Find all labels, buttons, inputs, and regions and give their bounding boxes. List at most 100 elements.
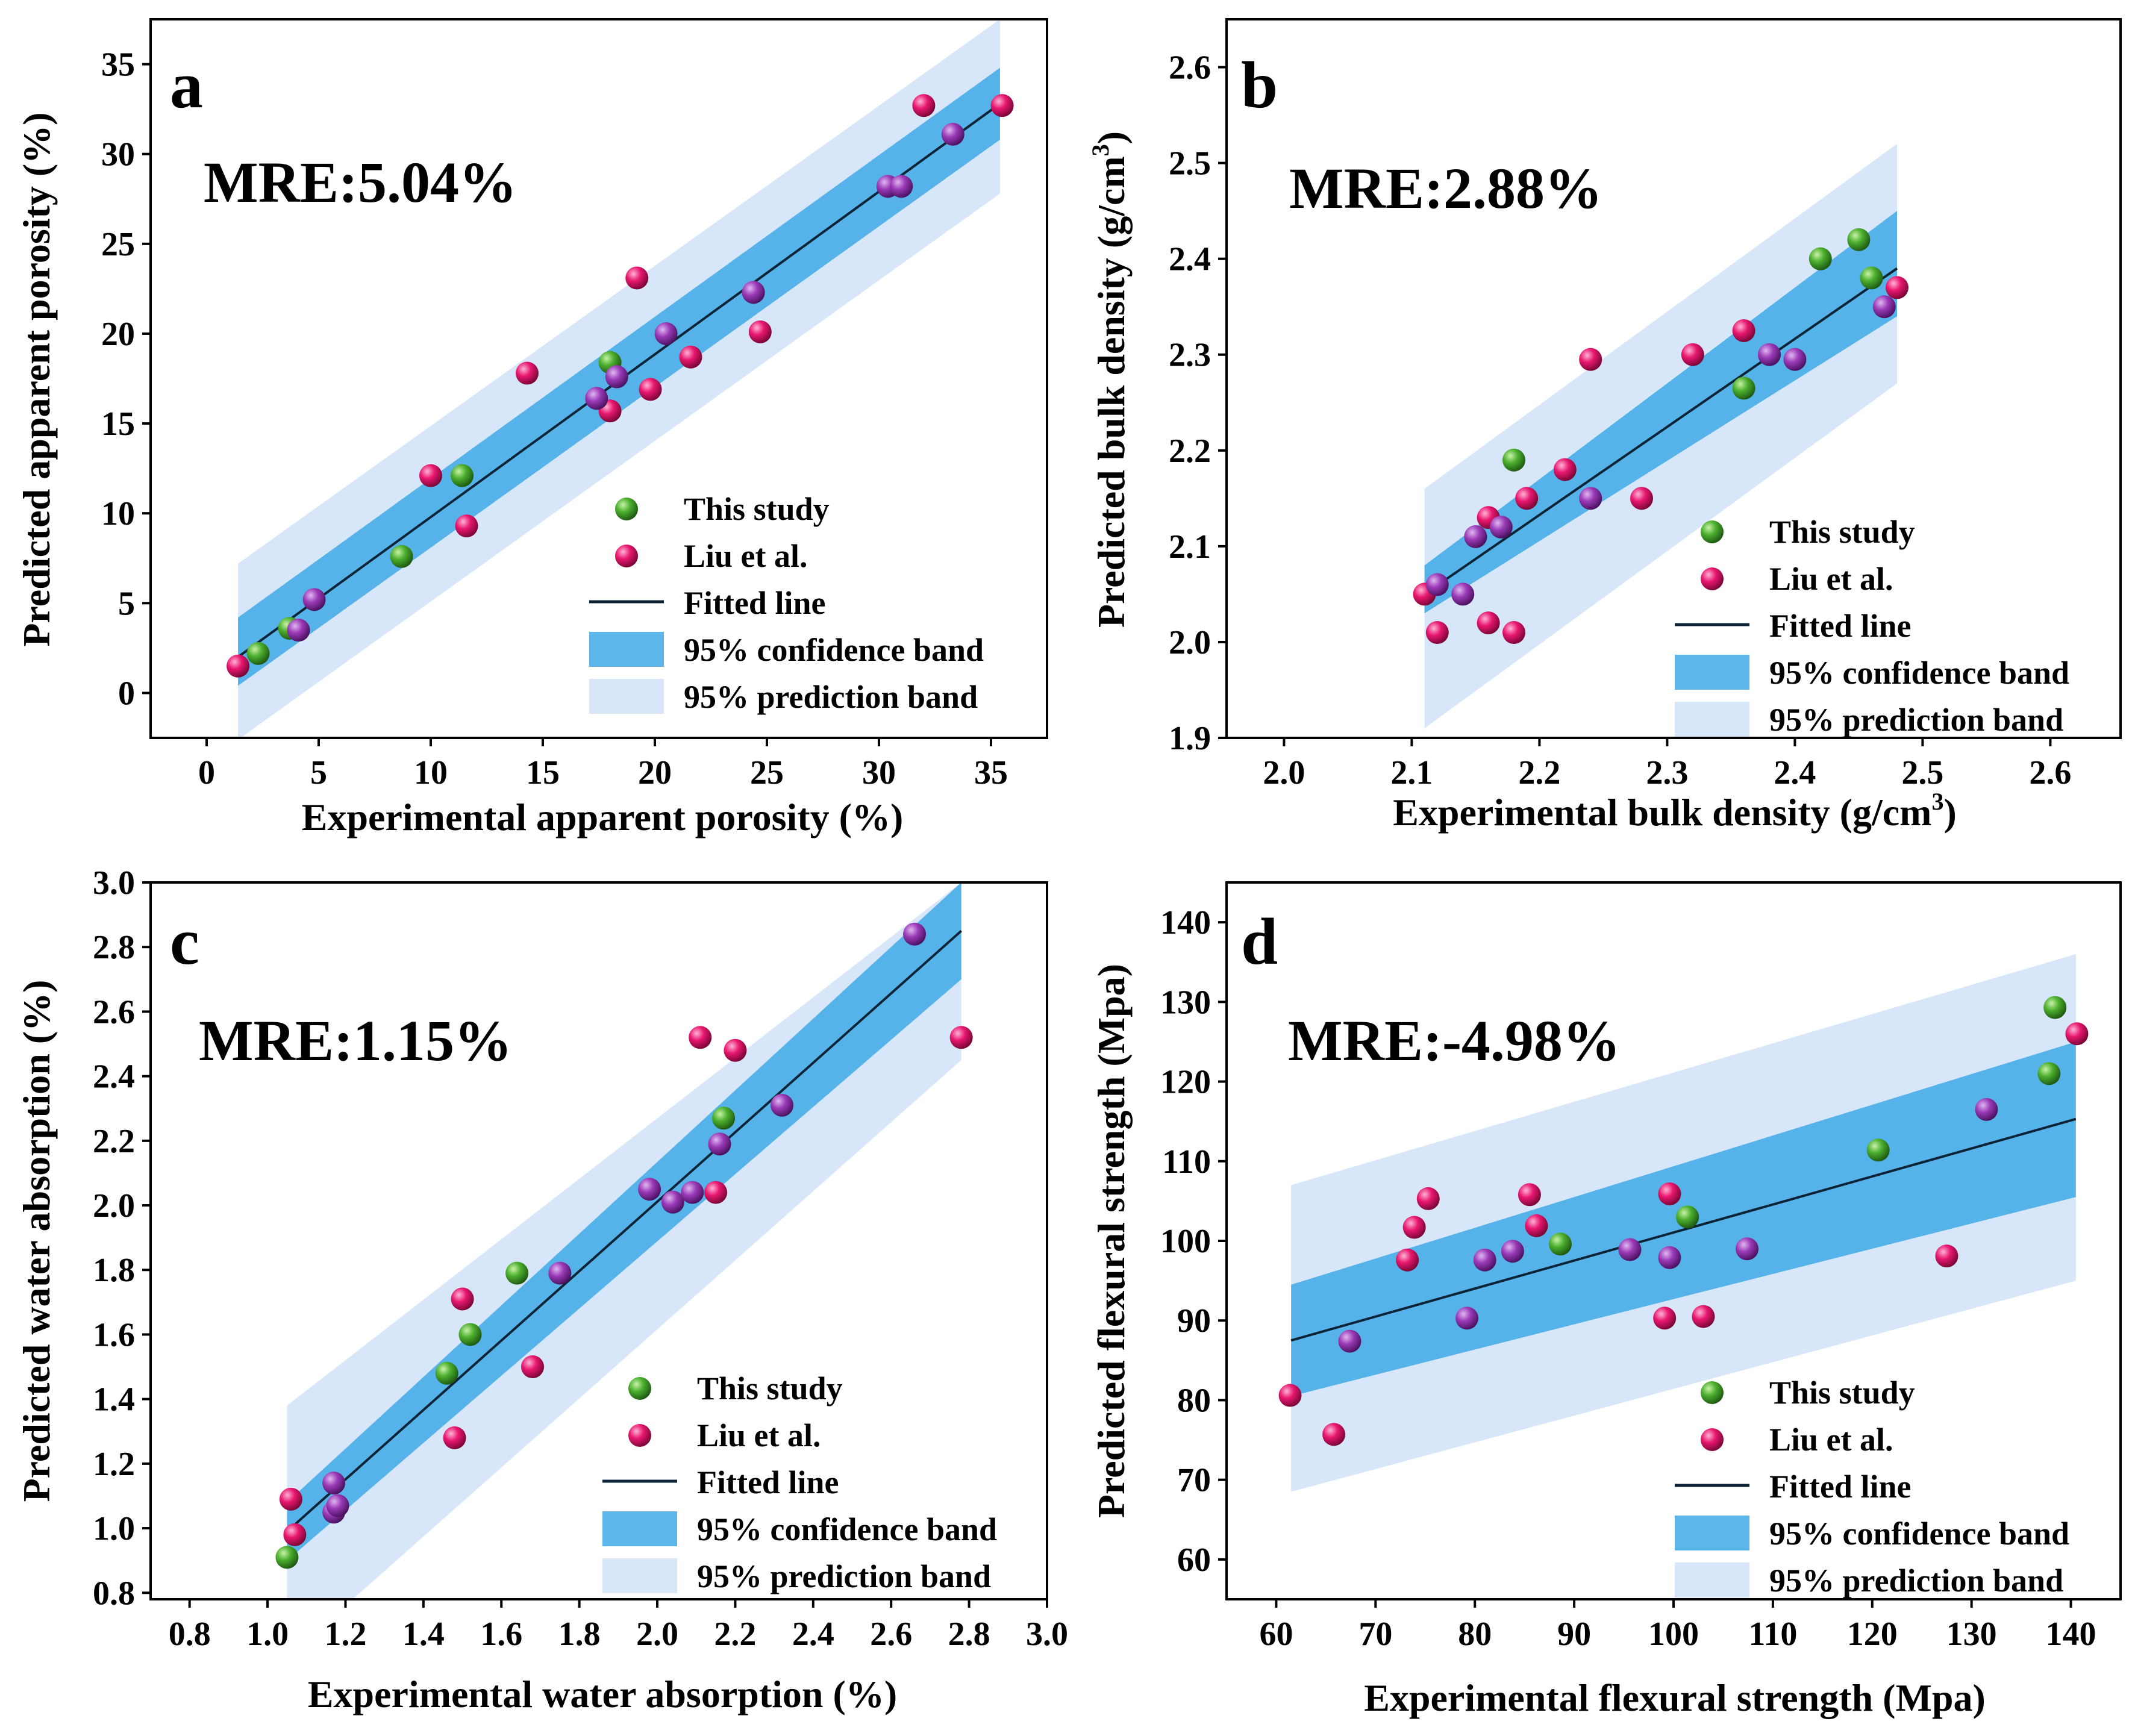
legend: This study Liu et al. Fitted line 95% confi… xyxy=(1675,1375,2069,1599)
legend-marker-this-study xyxy=(1701,1381,1724,1404)
point-liu xyxy=(227,654,250,678)
point-liu-purple xyxy=(1464,525,1487,548)
point-liu-purple xyxy=(1489,516,1513,539)
point-this-study xyxy=(275,1546,299,1569)
legend-marker-liu xyxy=(1701,1428,1724,1451)
point-liu-purple xyxy=(326,1494,349,1517)
legend-marker-prediction xyxy=(1675,702,1749,737)
legend-label-fitted: Fitted line xyxy=(1769,1469,1911,1505)
y-tick-label: 2.6 xyxy=(1169,49,1211,87)
point-liu xyxy=(1518,1183,1541,1207)
point-liu-purple xyxy=(1783,348,1807,371)
point-this-study xyxy=(712,1107,736,1130)
point-liu-purple xyxy=(302,588,326,611)
panel-d: 60 70 80 90 100 110 120 130 140 60 70 80 90 100 110 120… xyxy=(1090,881,2122,1719)
x-tick-label: 5 xyxy=(310,754,327,792)
x-tick-label: 110 xyxy=(1748,1616,1797,1653)
point-liu xyxy=(1425,621,1449,645)
y-tick-label: 3.0 xyxy=(93,864,135,902)
point-liu-purple xyxy=(1618,1238,1642,1261)
x-tick-label: 1.8 xyxy=(558,1616,601,1653)
legend: This study Liu et al. Fitted line 95% confi… xyxy=(602,1370,997,1594)
y-axis-title: Predicted water absorption (%) xyxy=(15,980,58,1502)
x-tick-label: 140 xyxy=(2046,1616,2096,1653)
point-this-study xyxy=(1732,376,1755,400)
point-liu xyxy=(704,1181,728,1204)
panel-b: 2.0 2.1 2.2 2.3 2.4 2.5 2.6 1.9 2.0 2.1 2.2 2.3 2.4 2… xyxy=(1087,18,2122,834)
y-tick-label: 0.8 xyxy=(93,1575,135,1612)
point-liu xyxy=(455,514,478,538)
y-tick-label: 10 xyxy=(101,495,135,532)
y-tick-label: 30 xyxy=(101,136,135,173)
point-liu xyxy=(990,94,1014,117)
y-tick-label: 1.4 xyxy=(93,1381,135,1419)
x-tick-label: 2.4 xyxy=(1774,754,1816,792)
axes-frame xyxy=(149,18,1048,739)
point-liu-purple xyxy=(1872,295,1896,319)
legend-marker-confidence xyxy=(1675,1516,1749,1550)
legend-label-this-study: This study xyxy=(697,1370,843,1407)
x-tick-label: 70 xyxy=(1358,1616,1392,1653)
point-this-study xyxy=(458,1323,482,1346)
legend-label-fitted: Fitted line xyxy=(684,585,825,621)
point-liu xyxy=(912,94,936,117)
x-tick-label: 2.0 xyxy=(636,1616,678,1653)
legend-label-confidence: 95% confidence band xyxy=(697,1511,997,1547)
legend-marker-liu xyxy=(1701,567,1724,590)
x-tick-label: 2.2 xyxy=(714,1616,756,1653)
y-tick-label: 35 xyxy=(101,46,135,84)
y-tick-label: 0 xyxy=(118,675,135,712)
point-liu xyxy=(625,266,649,290)
point-liu-purple xyxy=(654,322,678,345)
point-this-study xyxy=(1549,1232,1572,1256)
legend-marker-liu xyxy=(628,1424,651,1447)
point-this-study xyxy=(2043,996,2067,1019)
y-axis-title: Predicted flexural strength (Mpa) xyxy=(1090,964,1133,1518)
point-liu xyxy=(1278,1384,1302,1407)
legend-marker-confidence xyxy=(589,632,664,667)
point-liu xyxy=(1692,1305,1715,1328)
point-liu-purple xyxy=(708,1132,731,1156)
x-tick-label: 10 xyxy=(414,754,448,792)
point-liu xyxy=(1630,487,1653,510)
point-liu xyxy=(1502,621,1525,645)
x-tick-label: 2.0 xyxy=(1263,754,1305,792)
x-tick-label: 1.4 xyxy=(402,1616,445,1653)
point-liu xyxy=(1322,1423,1346,1446)
x-tick-label: 25 xyxy=(750,754,784,792)
point-liu xyxy=(724,1038,747,1062)
fitted-line xyxy=(286,929,962,1532)
plot-area xyxy=(227,19,1014,738)
x-tick-label: 2.8 xyxy=(948,1616,990,1653)
legend-marker-prediction xyxy=(602,1558,677,1593)
x-tick-label: 80 xyxy=(1458,1616,1492,1653)
point-liu xyxy=(1681,343,1704,366)
legend-label-this-study: This study xyxy=(684,491,830,527)
x-tick-label: 1.6 xyxy=(480,1616,522,1653)
fitted-line xyxy=(1290,1117,2077,1342)
legend-label-liu: Liu et al. xyxy=(697,1417,821,1453)
point-liu-purple xyxy=(287,619,310,642)
y-tick-label: 2.4 xyxy=(1169,241,1211,278)
point-liu-purple xyxy=(771,1093,794,1117)
point-liu-purple xyxy=(890,175,913,198)
legend-label-prediction: 95% prediction band xyxy=(1769,702,2063,738)
legend-label-this-study: This study xyxy=(1769,1375,1915,1411)
x-tick-label: 15 xyxy=(526,754,560,792)
mre-label: MRE:1.15% xyxy=(199,1008,512,1073)
x-axis-title: Experimental water absorption (%) xyxy=(308,1673,897,1716)
point-liu-purple xyxy=(548,1261,572,1285)
point-liu xyxy=(1935,1244,1959,1268)
point-liu xyxy=(689,1026,712,1049)
point-liu xyxy=(283,1523,307,1546)
legend-label-this-study: This study xyxy=(1769,514,1915,550)
legend-label-liu: Liu et al. xyxy=(1769,1422,1893,1458)
x-axis-title: Experimental flexural strength (Mpa) xyxy=(1364,1676,1986,1719)
y-tick-label: 1.2 xyxy=(93,1446,135,1483)
point-this-study xyxy=(2037,1062,2061,1085)
x-tick-label: 60 xyxy=(1259,1616,1293,1653)
plot-area xyxy=(1278,954,2089,1492)
axes-frame xyxy=(1225,18,2122,739)
fitted-line xyxy=(1424,267,1898,596)
y-tick-label: 2.6 xyxy=(93,993,135,1031)
